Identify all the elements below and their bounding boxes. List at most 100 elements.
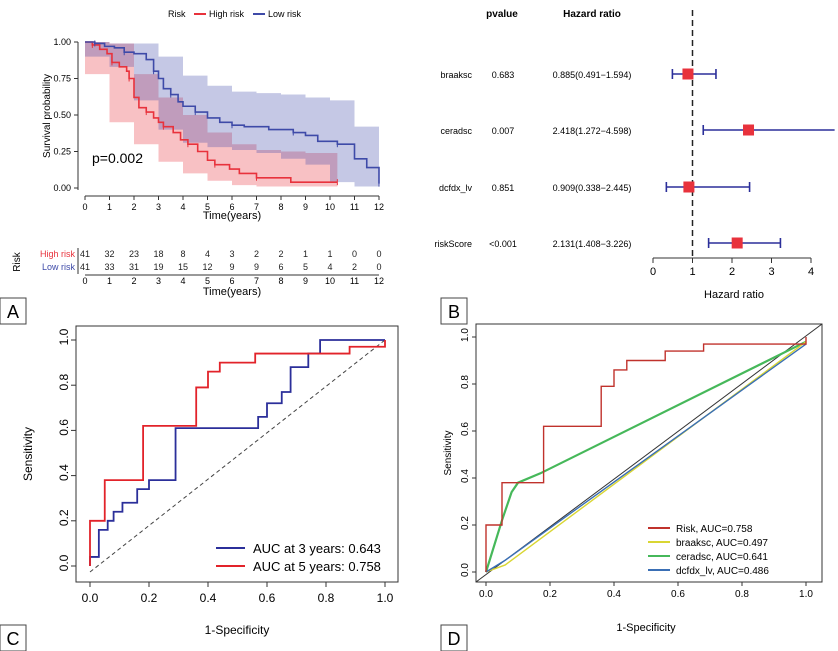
- risk-table-cell: 4: [327, 262, 332, 272]
- risk-table-cell: 8: [180, 249, 185, 259]
- x-tick-label: 2: [729, 266, 735, 278]
- risk-table-x-tick: 10: [325, 276, 335, 286]
- x-tick-label: 8: [278, 202, 283, 212]
- forest-hr-text: 0.885(0.491−1.594): [553, 70, 632, 80]
- forest-variable: ceradsc: [440, 126, 472, 136]
- km-legend-title: Risk: [168, 9, 186, 19]
- risk-table-cell: 4: [205, 249, 210, 259]
- x-tick-label: 4: [180, 202, 185, 212]
- x-tick-label: 1.0: [377, 591, 394, 605]
- x-tick-label: 4: [808, 266, 814, 278]
- forest-pvalue: 0.683: [492, 70, 515, 80]
- risk-table-cell: 12: [202, 262, 212, 272]
- risk-table-cell: 31: [129, 262, 139, 272]
- x-tick-label: 0.4: [607, 589, 621, 600]
- risk-table-x-tick: 4: [180, 276, 185, 286]
- risk-table-x-tick: 7: [254, 276, 259, 286]
- x-tick-label: 3: [768, 266, 774, 278]
- roc-curve-3-years: [89, 339, 385, 566]
- x-tick-label: 0.6: [259, 591, 276, 605]
- km-pvalue: p=0.002: [92, 150, 143, 166]
- panel-c-letter: C: [7, 629, 20, 649]
- y-tick-label: 1.0: [460, 328, 471, 342]
- risk-table-cell: 2: [352, 262, 357, 272]
- risk-table-cell: 15: [178, 262, 188, 272]
- x-tick-label: 1: [107, 202, 112, 212]
- risk-table-cell: 33: [104, 262, 114, 272]
- y-axis-title: Sensitivity: [443, 430, 454, 475]
- plot-frame: [475, 323, 823, 583]
- risk-table-cell: 32: [104, 249, 114, 259]
- x-tick-label: 7: [254, 202, 259, 212]
- y-tick-label: 0.4: [57, 464, 71, 481]
- risk-table-x-tick: 0: [82, 276, 87, 286]
- forest-chart: 0 1 2 3 4 Hazard ratio braaksc 0.683 0.885(0.491…: [434, 10, 835, 301]
- y-tick-label: 0.75: [53, 74, 71, 84]
- forest-variable: dcfdx_lv: [439, 183, 473, 193]
- panel-a-letter-box: [0, 297, 27, 325]
- legend-label-1: Low risk: [268, 9, 302, 19]
- risk-table-cell: 0: [376, 249, 381, 259]
- forest-variable: riskScore: [434, 239, 472, 249]
- x-tick-label: 0.4: [200, 591, 217, 605]
- x-tick-label: 0.0: [479, 589, 493, 600]
- x-tick-label: 0.0: [82, 591, 99, 605]
- forest-pvalue: 0.007: [492, 126, 515, 136]
- forest-hr-text: 2.131(1.408−3.226): [553, 239, 632, 249]
- risk-table-cell: 9: [229, 262, 234, 272]
- x-tick-label: 9: [303, 202, 308, 212]
- panel-d-letter-box: [440, 624, 468, 651]
- legend-label: ceradsc, AUC=0.641: [676, 552, 768, 563]
- survival-curve-low-risk: [85, 41, 380, 184]
- forest-hr-marker: [683, 181, 695, 193]
- forest-col-pvalue: pvalue: [486, 9, 518, 20]
- y-tick-label: 0.00: [53, 183, 71, 193]
- forest-hr-marker: [731, 237, 743, 249]
- forest-hr-marker: [682, 68, 694, 80]
- y-tick-label: 0.0: [460, 563, 471, 577]
- risk-table-cell: 0: [376, 262, 381, 272]
- roc-curve-5-years: [89, 340, 386, 566]
- legend-label: braaksc, AUC=0.497: [676, 538, 768, 549]
- risk-table-row-label: High risk: [40, 249, 76, 259]
- x-tick-label: 1.0: [799, 589, 813, 600]
- x-tick-label: 12: [374, 202, 384, 212]
- x-axis-title: 1-Specificity: [616, 622, 676, 634]
- risk-table-cell: 0: [352, 249, 357, 259]
- risk-table-cell: 1: [327, 249, 332, 259]
- y-tick-label: 0.6: [460, 422, 471, 436]
- x-tick-label: 1: [689, 266, 695, 278]
- risk-table-x-tick: 1: [107, 276, 112, 286]
- risk-table-cell: 1: [303, 249, 308, 259]
- y-tick-label: 0.25: [53, 147, 71, 157]
- risk-table-cell: 9: [254, 262, 259, 272]
- y-tick-label: 1.0: [57, 328, 71, 345]
- legend-label: dcfdx_lv, AUC=0.486: [676, 566, 769, 577]
- x-tick-label: 11: [350, 202, 359, 212]
- y-tick-label: 0.0: [57, 554, 71, 571]
- roc-curve-risk: [485, 337, 807, 572]
- roc-curve-ceradsc: [484, 340, 807, 573]
- risk-table-x-tick: 12: [374, 276, 384, 286]
- risk-table-cell: 5: [303, 262, 308, 272]
- panel-b-letter-box: [440, 297, 468, 325]
- risk-table-x-tick: 2: [131, 276, 136, 286]
- forest-col-hr: Hazard ratio: [563, 9, 621, 20]
- risk-table-x-title: Time(years): [203, 286, 261, 298]
- legend-label: AUC at 5 years: 0.758: [253, 559, 381, 574]
- legend-label: Risk, AUC=0.758: [676, 524, 753, 535]
- x-tick-label: 3: [156, 202, 161, 212]
- x-tick-label: 0: [650, 266, 656, 278]
- y-axis-title: Survival probability: [42, 74, 53, 158]
- ci-band-high-risk: [85, 42, 338, 187]
- risk-table-x-tick: 3: [156, 276, 161, 286]
- panel-a-letter: A: [7, 302, 19, 322]
- y-axis-title: Sensitivity: [21, 427, 35, 481]
- x-tick-label: 0.6: [671, 589, 685, 600]
- roc-curve-dcfdx_lv: [485, 343, 807, 573]
- y-tick-label: 1.00: [53, 37, 71, 47]
- forest-pvalue: <0.001: [489, 239, 517, 249]
- risk-table-x-tick: 5: [205, 276, 210, 286]
